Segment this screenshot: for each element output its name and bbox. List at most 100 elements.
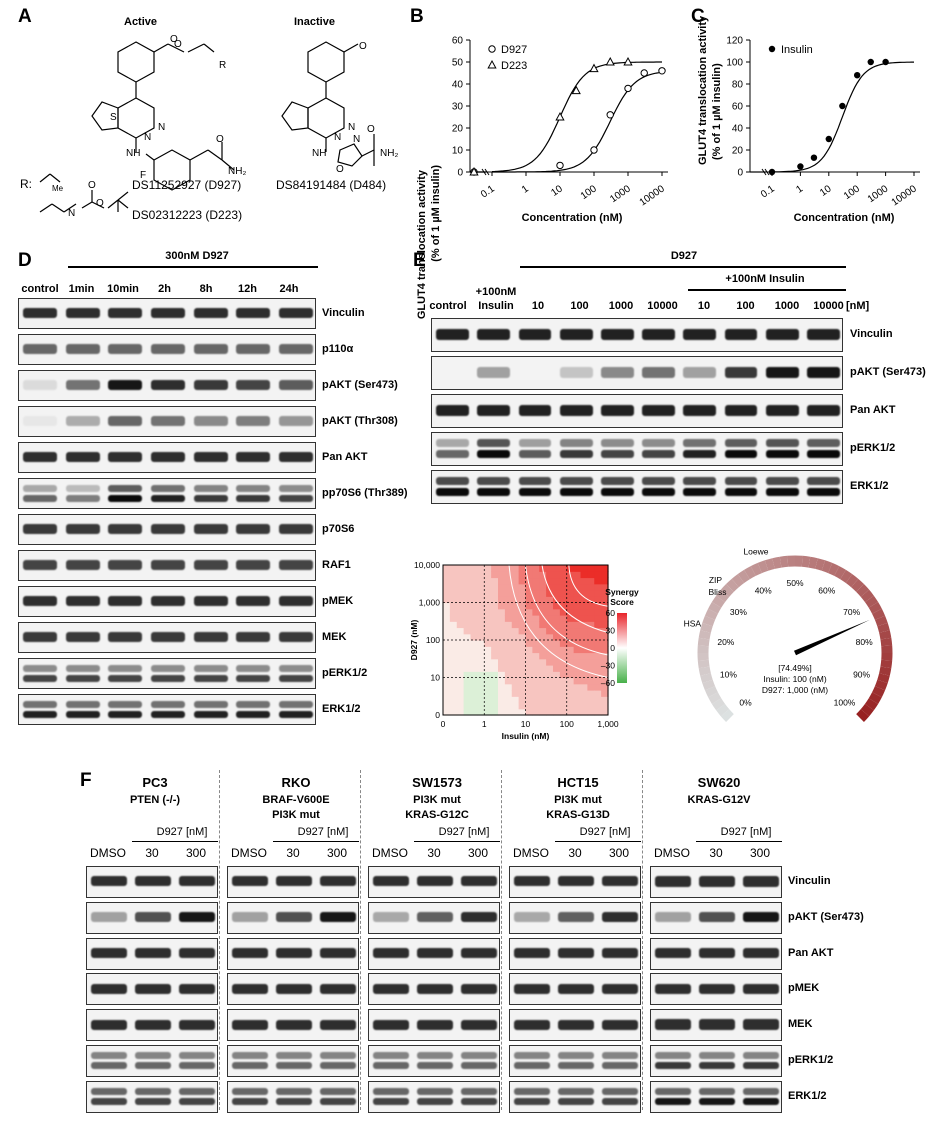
heatmap-cell	[532, 708, 540, 716]
heatmap-cell	[498, 652, 506, 660]
blot-row	[368, 1009, 500, 1042]
blot-row	[368, 973, 500, 1006]
heatmap-cell	[573, 608, 582, 616]
blot-band	[518, 404, 552, 416]
heatmap-cell	[573, 658, 582, 666]
heatmap-cell	[504, 677, 513, 685]
blot-band	[558, 1062, 594, 1070]
heatmap-cell	[470, 665, 478, 672]
heatmap-cell	[539, 596, 547, 604]
heatmap-cell	[580, 658, 588, 666]
heatmap-cell	[518, 658, 527, 666]
blot-band	[278, 595, 313, 606]
heatmap-cell	[477, 633, 485, 641]
heatmap-cell	[580, 571, 588, 579]
heatmap-cell	[601, 708, 609, 716]
heatmap-cell	[573, 652, 582, 660]
oxazole-o: O	[336, 164, 344, 175]
blot-row	[86, 937, 218, 970]
heatmap-cell	[587, 683, 595, 691]
blot-row	[650, 937, 782, 970]
heatmap-cell	[566, 677, 575, 685]
heatmap-cell	[470, 658, 478, 666]
heatmap-cell	[511, 627, 520, 635]
gauge-arc-segment	[704, 686, 718, 698]
heatmap-cell	[594, 577, 602, 585]
heatmap-cell	[559, 577, 568, 585]
treatment-label: D927 [nM]	[579, 826, 631, 838]
x-tick-label: 1	[794, 183, 805, 195]
blot-band	[514, 912, 550, 923]
blot-band	[477, 488, 511, 496]
blot-band	[699, 1019, 735, 1030]
blot-band	[743, 1098, 779, 1106]
heatmap-cell	[511, 683, 520, 691]
blot-band	[236, 379, 271, 390]
blot-band	[806, 328, 840, 340]
blot-row	[509, 937, 641, 970]
heatmap-cell	[573, 565, 582, 572]
heatmap-cell	[532, 646, 540, 654]
blot-band	[417, 947, 453, 958]
heatmap-cell	[463, 583, 472, 591]
heatmap-cell	[553, 571, 561, 579]
blot-row	[650, 901, 782, 934]
gauge-arc-segment	[764, 558, 775, 571]
gauge-arc-segment	[828, 562, 840, 576]
blot-band	[65, 415, 100, 426]
blot-band	[806, 439, 840, 447]
lane-label: 12h	[238, 283, 257, 295]
methoxy-o: O	[359, 41, 367, 52]
heatmap-cell	[504, 646, 513, 654]
heatmap-cell	[443, 665, 451, 672]
heatmap-cell	[601, 702, 609, 710]
blot-band	[559, 477, 593, 485]
heatmap-cell	[456, 590, 465, 597]
lane-label: 300	[467, 846, 489, 860]
heatmap-cell	[463, 658, 472, 666]
heatmap-cell	[518, 608, 527, 616]
heatmap-cell	[449, 696, 458, 704]
heatmap-cell	[484, 621, 492, 629]
heatmap-cell	[573, 590, 582, 597]
heatmap-cell	[484, 665, 492, 672]
cell-line-genotype-2: PI3K mut	[272, 809, 320, 821]
y-tick-label: 40	[452, 80, 464, 91]
lane-label: 1min	[68, 283, 95, 295]
heatmap-cell	[456, 646, 465, 654]
blot-band	[514, 983, 550, 994]
heatmap-cell	[504, 590, 513, 597]
blot-band	[602, 1052, 638, 1060]
heatmap-cell	[456, 602, 465, 610]
heatmap-cell	[573, 702, 582, 710]
compound-d484: DS84191484 (D484)	[276, 178, 387, 192]
blot-band	[683, 404, 717, 416]
blot-band	[108, 710, 143, 718]
blot-band	[373, 1062, 409, 1070]
heatmap-cell	[463, 596, 472, 604]
heatmap-cell	[553, 708, 561, 716]
blot-band	[232, 1052, 268, 1060]
heatmap-cell	[559, 615, 568, 622]
blot-row	[86, 866, 218, 898]
heatmap-cell	[498, 571, 506, 579]
heatmap-cell	[553, 646, 561, 654]
blot-band	[193, 664, 228, 672]
heatmap-cell	[470, 577, 478, 585]
gauge-arc-segment	[868, 692, 882, 704]
blot-row	[509, 1045, 641, 1077]
heatmap-cell	[525, 708, 533, 716]
fit-curve-D223	[491, 61, 662, 173]
blot-band	[461, 1019, 497, 1030]
blot-band	[91, 912, 127, 923]
r-group-label: R:	[20, 177, 32, 191]
blot-band	[514, 876, 550, 887]
blot-band	[23, 664, 58, 672]
y-tick-label: 60	[732, 102, 744, 113]
blot-band	[193, 451, 228, 462]
heatmap-cell	[580, 665, 588, 672]
blot-band	[436, 488, 470, 496]
heatmap-cell	[504, 690, 513, 697]
heatmap-cell	[484, 690, 492, 697]
heatmap-cell	[477, 683, 485, 691]
